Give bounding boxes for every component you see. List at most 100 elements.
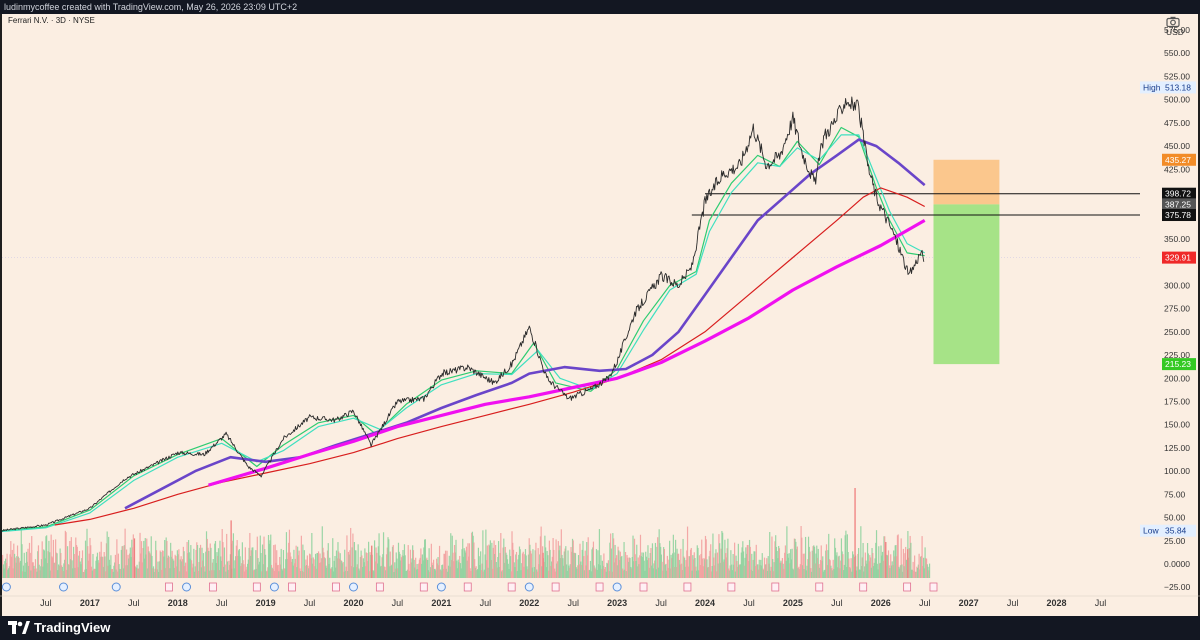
volume-bar: [758, 559, 760, 578]
earnings-marker[interactable]: [859, 582, 868, 592]
price-tag: [1162, 187, 1196, 200]
dividend-marker[interactable]: [182, 582, 192, 592]
dividend-marker[interactable]: [524, 582, 534, 592]
volume-bar: [137, 568, 139, 578]
volume-bar: [613, 562, 615, 578]
volume-bar: [492, 547, 494, 578]
dividend-marker[interactable]: [111, 582, 121, 592]
volume-bar: [589, 560, 592, 578]
volume-bar: [19, 562, 21, 578]
earnings-marker[interactable]: [419, 582, 428, 592]
earnings-marker[interactable]: [209, 582, 217, 592]
earnings-marker[interactable]: [903, 582, 912, 592]
earnings-marker[interactable]: [683, 582, 692, 592]
earnings-marker[interactable]: [252, 582, 261, 592]
volume-bar: [77, 567, 79, 578]
volume-bar: [55, 552, 57, 578]
volume-bar: [350, 566, 353, 578]
volume-bar: [919, 569, 921, 578]
volume-bar: [272, 569, 274, 578]
volume-bar: [800, 526, 802, 578]
volume-bar: [548, 540, 550, 578]
volume-bar: [709, 550, 711, 578]
price-tag: [1162, 81, 1196, 94]
volume-bar: [499, 552, 501, 578]
volume-bar: [224, 564, 226, 578]
earnings-marker[interactable]: [551, 582, 560, 592]
stop-loss-zone[interactable]: [933, 159, 1000, 205]
earnings-marker[interactable]: [463, 582, 472, 592]
volume-bar: [701, 558, 704, 578]
volume-bar: [48, 540, 50, 578]
volume-bar: [362, 566, 364, 578]
volume-bar: [397, 568, 399, 578]
x-tick-label: Jul: [40, 598, 52, 608]
volume-bar: [113, 565, 115, 578]
volume-bar: [628, 557, 630, 578]
earnings-marker[interactable]: [595, 582, 604, 592]
volume-bar: [235, 545, 237, 578]
earnings-marker[interactable]: [815, 582, 824, 592]
x-tick-label: 2020: [343, 598, 363, 608]
volume-bar: [288, 529, 291, 578]
volume-bar: [160, 552, 162, 578]
volume-bar: [488, 544, 490, 578]
volume-bar: [306, 565, 308, 578]
earnings-marker[interactable]: [375, 582, 384, 592]
dividend-marker[interactable]: [269, 582, 279, 592]
earnings-marker[interactable]: [507, 582, 516, 592]
dividend-marker[interactable]: [1, 582, 11, 592]
volume-bar: [446, 550, 448, 578]
dividend-marker[interactable]: [436, 582, 446, 592]
volume-bar: [725, 557, 727, 578]
volume-bar: [842, 554, 844, 578]
volume-bar: [182, 559, 184, 578]
volume-bar: [285, 532, 288, 578]
volume-bar: [751, 553, 753, 578]
y-tick-label: 475.00: [1164, 118, 1190, 128]
earnings-marker[interactable]: [929, 582, 938, 592]
volume-bar: [103, 551, 105, 578]
volume-bar: [553, 549, 555, 578]
earnings-marker[interactable]: [727, 582, 736, 592]
volume-bar: [414, 567, 416, 578]
volume-bar: [11, 549, 13, 578]
volume-bar: [418, 559, 420, 578]
volume-bar: [251, 547, 253, 578]
volume-bar: [501, 570, 503, 578]
earnings-marker[interactable]: [771, 582, 780, 592]
volume-bar: [415, 557, 417, 578]
volume-bar: [513, 562, 515, 578]
earnings-marker[interactable]: [165, 582, 173, 592]
volume-bar: [436, 563, 438, 578]
volume-bar: [521, 553, 524, 578]
volume-bar: [237, 555, 239, 578]
dividend-marker[interactable]: [349, 582, 359, 592]
volume-bar: [602, 565, 604, 578]
price-tag-value: 513.18: [1165, 82, 1191, 92]
volume-bar: [34, 559, 37, 578]
y-tick-label: 125.00: [1164, 443, 1190, 453]
volume-bar: [710, 571, 713, 578]
camera-icon[interactable]: [1166, 16, 1180, 27]
earnings-marker[interactable]: [639, 582, 648, 592]
volume-bar: [406, 570, 408, 578]
volume-bar: [286, 558, 288, 578]
dividend-marker[interactable]: [612, 582, 622, 592]
earnings-marker[interactable]: [332, 582, 340, 592]
earnings-marker[interactable]: [288, 582, 296, 592]
take-profit-zone[interactable]: [933, 204, 1000, 365]
volume-bar: [791, 548, 793, 578]
volume-bar: [719, 562, 722, 578]
volume-bar: [855, 570, 857, 578]
credit-bar: ludinmycoffee created with TradingView.c…: [0, 0, 1200, 14]
volume-bar: [194, 566, 196, 578]
dividend-marker[interactable]: [59, 582, 69, 592]
volume-bar: [552, 538, 554, 578]
volume-bar: [385, 554, 388, 578]
volume-bar: [185, 571, 187, 578]
volume-bar: [874, 558, 876, 578]
volume-bar: [750, 569, 752, 578]
volume-bar: [574, 552, 576, 578]
